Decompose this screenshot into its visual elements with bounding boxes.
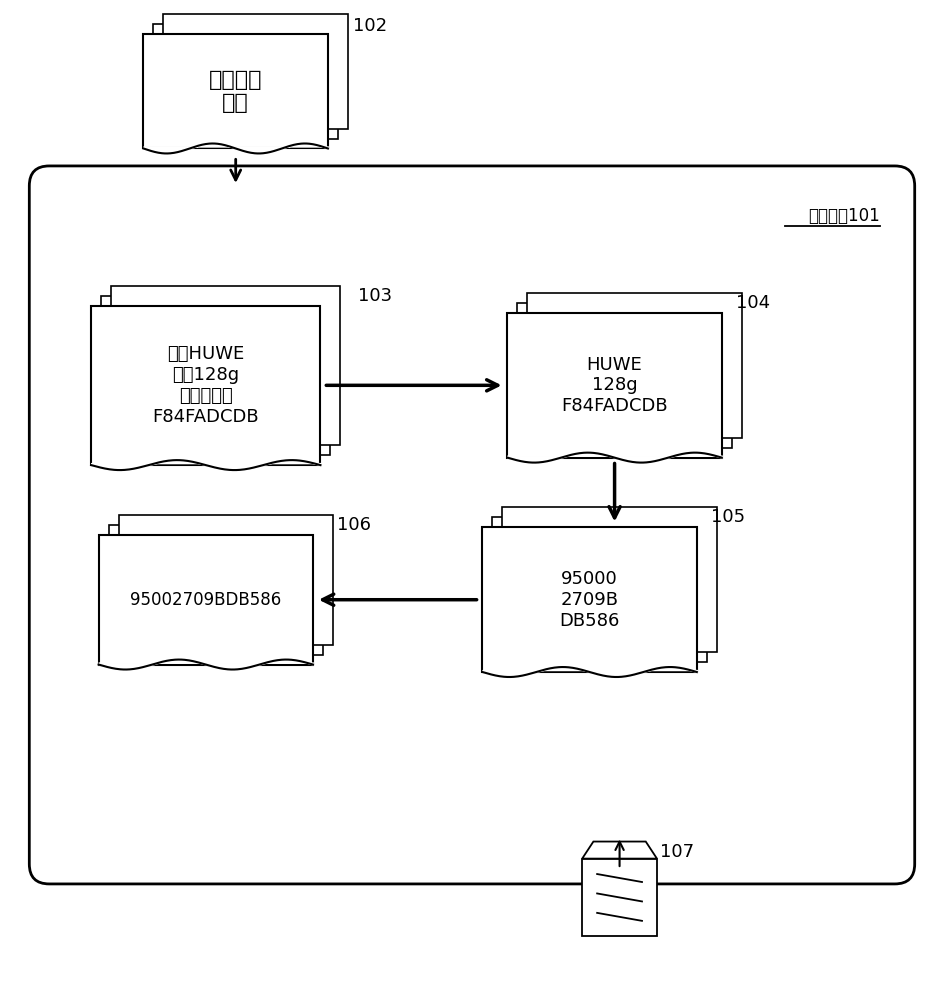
Bar xyxy=(109,525,323,655)
Text: 104: 104 xyxy=(736,294,770,312)
Text: 品牌HUWE
内存128g
移动识别码
F84FADCDB: 品牌HUWE 内存128g 移动识别码 F84FADCDB xyxy=(152,345,259,426)
Bar xyxy=(98,535,313,665)
Bar xyxy=(517,303,732,448)
Bar xyxy=(144,34,328,148)
Bar xyxy=(164,14,348,129)
Text: 计算设备101: 计算设备101 xyxy=(808,207,880,225)
Bar xyxy=(503,507,717,652)
Bar xyxy=(582,859,657,936)
Bar xyxy=(492,517,706,662)
Text: 107: 107 xyxy=(660,843,694,861)
Bar xyxy=(118,515,333,645)
Polygon shape xyxy=(582,842,657,859)
Text: 用户设备
信息: 用户设备 信息 xyxy=(209,70,262,113)
Text: HUWE
128g
F84FADCDB: HUWE 128g F84FADCDB xyxy=(562,356,668,415)
Bar xyxy=(91,306,320,465)
FancyBboxPatch shape xyxy=(29,166,915,884)
Text: 106: 106 xyxy=(337,516,371,534)
Bar xyxy=(111,286,340,445)
Text: 105: 105 xyxy=(710,508,744,526)
Bar xyxy=(482,527,697,672)
Text: 95002709BDB586: 95002709BDB586 xyxy=(130,591,281,609)
Text: 95000
2709B
DB586: 95000 2709B DB586 xyxy=(560,570,620,630)
Bar xyxy=(101,296,331,455)
Text: 102: 102 xyxy=(352,17,387,35)
Text: 103: 103 xyxy=(358,287,392,305)
Bar xyxy=(508,313,722,458)
Bar xyxy=(527,293,742,438)
Bar xyxy=(153,24,338,139)
